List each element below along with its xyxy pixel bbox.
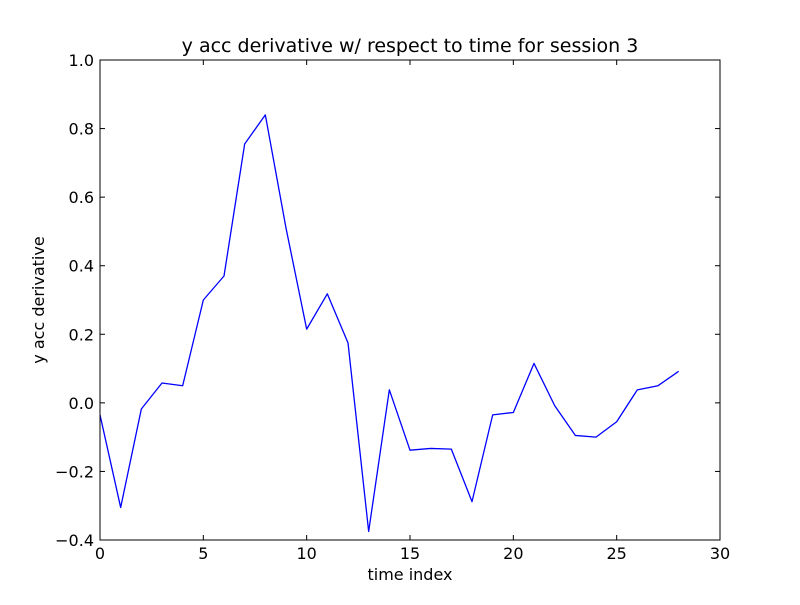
y-tick-label: 1.0 [69,51,94,70]
y-axis-ticks: −0.4 −0.2 0.0 0.2 0.4 0.6 0.8 1.0 [55,51,720,550]
x-tick-label: 30 [710,544,730,563]
x-tick-label: 20 [503,544,523,563]
x-tick-label: 5 [198,544,208,563]
x-axis-ticks: 0 5 10 15 20 25 30 [95,60,730,563]
chart-title: y acc derivative w/ respect to time for … [182,35,639,57]
y-axis-label: y acc derivative [29,236,48,363]
x-axis-label: time index [367,565,452,584]
x-tick-label: 10 [296,544,316,563]
x-tick-label: 15 [400,544,420,563]
x-tick-label: 25 [606,544,626,563]
series-layer [99,114,680,533]
plot-area [100,60,720,540]
y-tick-label: −0.4 [55,531,94,550]
y-tick-label: −0.2 [55,462,94,481]
x-tick-label: 0 [95,544,105,563]
series-line-0 [99,114,680,533]
y-tick-label: 0.0 [69,394,94,413]
y-tick-label: 0.4 [69,257,94,276]
y-tick-label: 0.6 [69,188,94,207]
y-tick-label: 0.2 [69,325,94,344]
y-tick-label: 0.8 [69,120,94,139]
